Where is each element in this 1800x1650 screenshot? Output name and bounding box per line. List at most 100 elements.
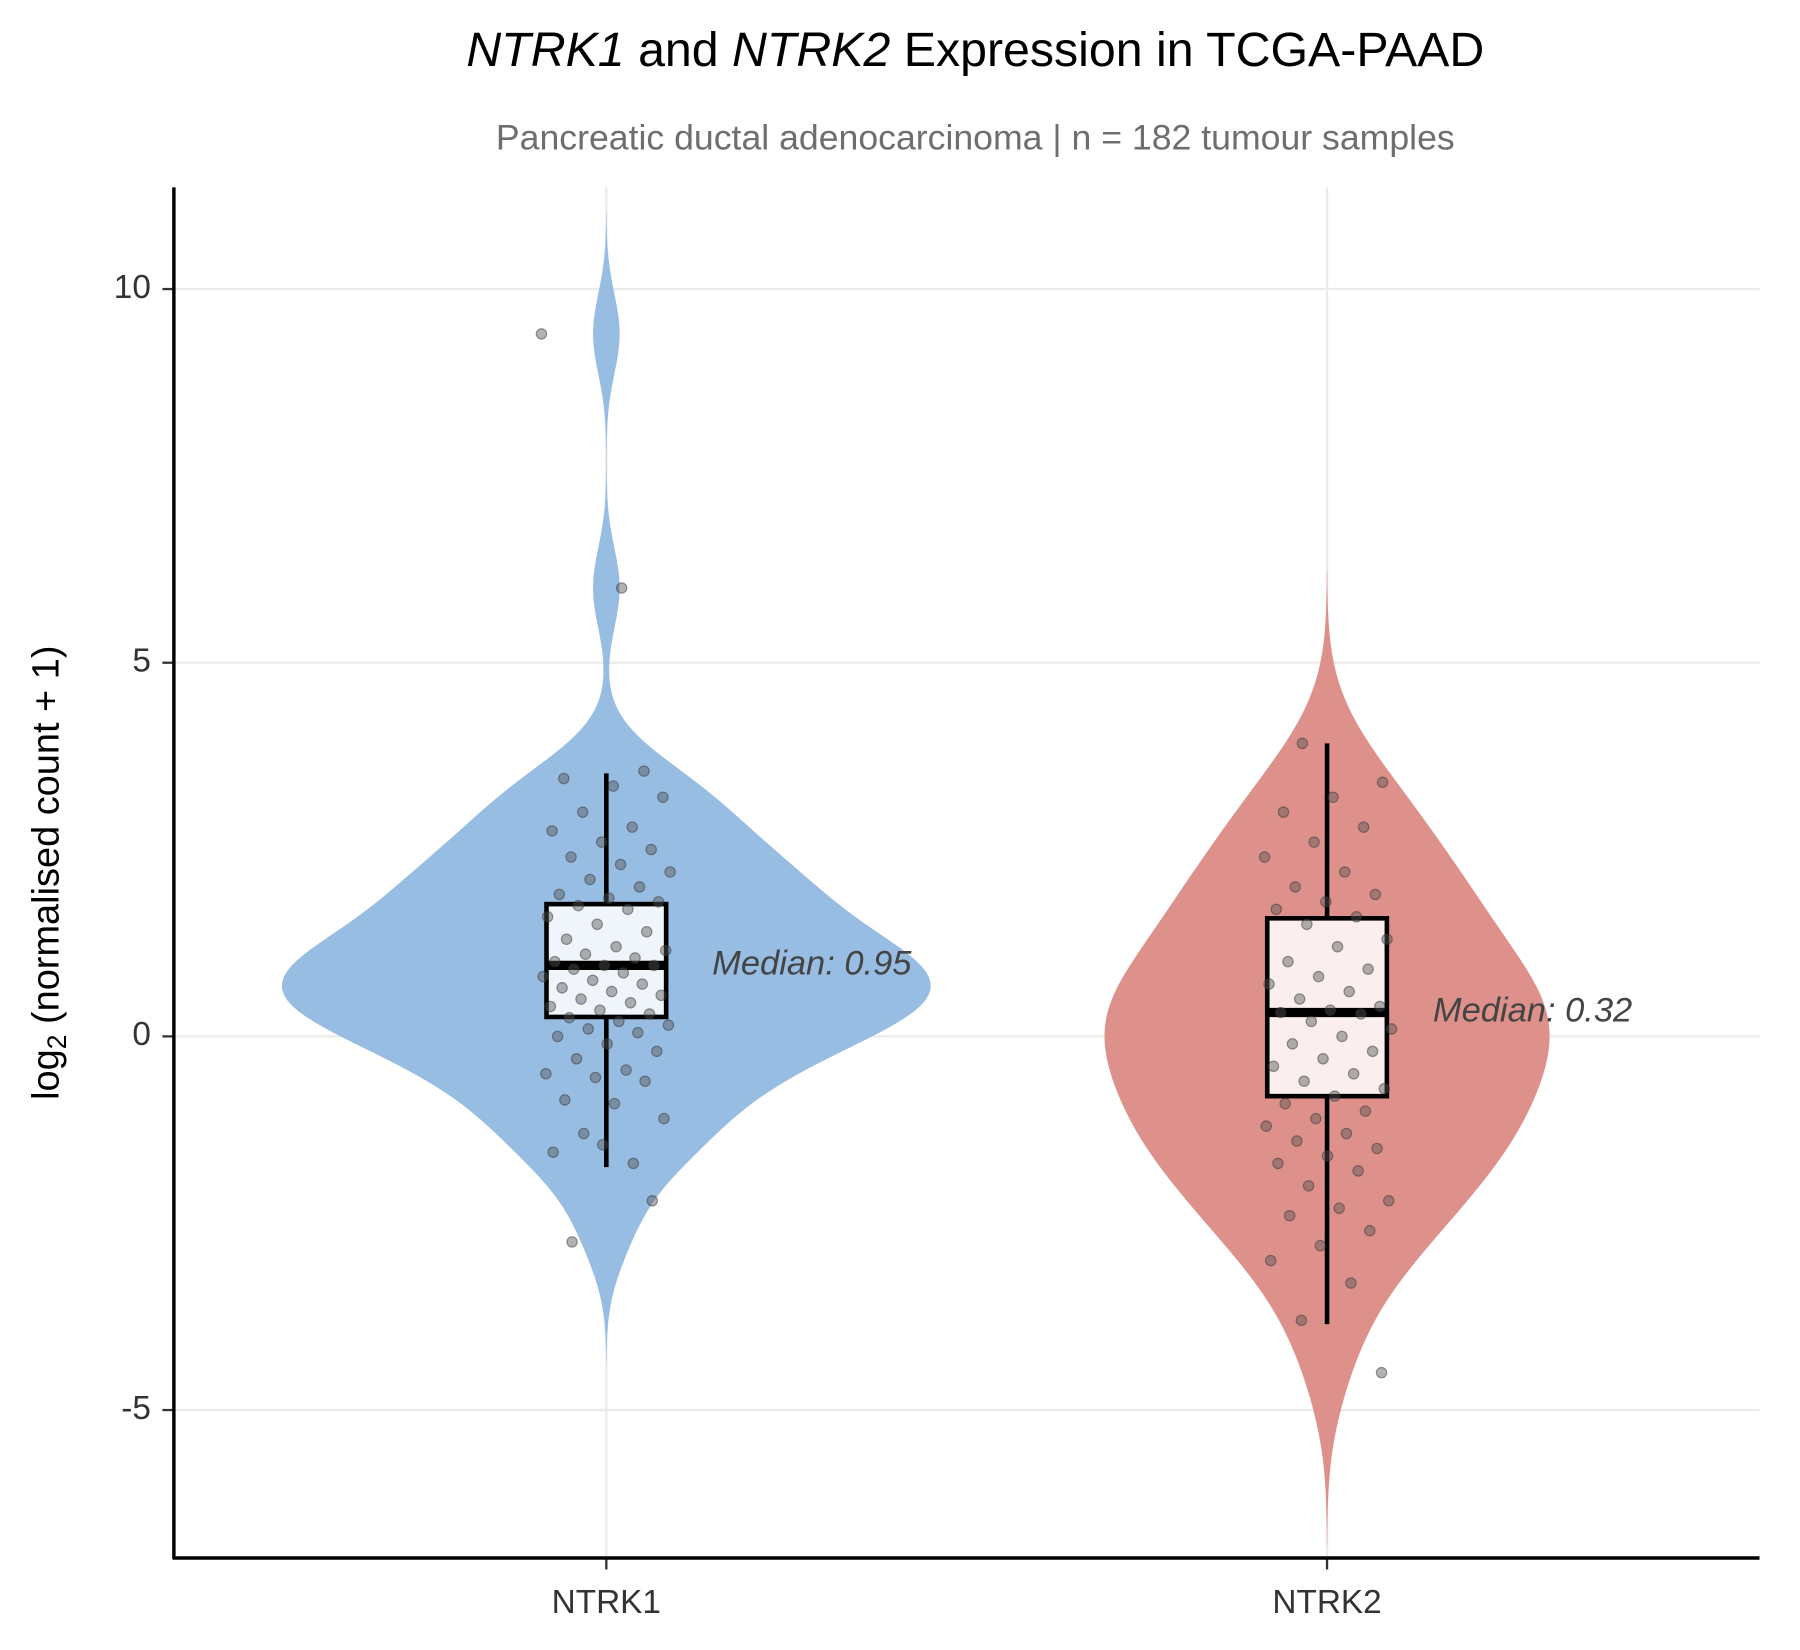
point — [1324, 1004, 1337, 1016]
point — [563, 1011, 576, 1024]
point — [1336, 1030, 1348, 1043]
point — [1378, 1082, 1391, 1095]
point — [544, 1000, 557, 1013]
point — [664, 866, 676, 878]
point — [1272, 1157, 1284, 1170]
point — [1301, 918, 1313, 931]
point — [650, 1045, 663, 1058]
point — [582, 1023, 594, 1035]
point — [1291, 1135, 1303, 1147]
point — [594, 1004, 606, 1016]
point — [1283, 1209, 1296, 1222]
point — [1340, 1127, 1353, 1140]
point — [1314, 1239, 1327, 1252]
y-tick-label: -5 — [121, 1390, 151, 1427]
box — [1264, 916, 1390, 1099]
point — [568, 963, 580, 975]
point — [1298, 1075, 1310, 1087]
point — [1267, 1060, 1280, 1073]
point — [610, 940, 622, 953]
point — [1258, 851, 1271, 863]
point — [607, 780, 620, 792]
point — [615, 582, 628, 594]
point — [658, 1112, 670, 1125]
point — [570, 1053, 583, 1065]
point — [1289, 881, 1301, 893]
point — [1374, 1000, 1386, 1013]
x-tick-label: NTRK2 — [1272, 1584, 1381, 1621]
point — [1364, 1224, 1376, 1237]
point — [1383, 1195, 1395, 1207]
point — [541, 911, 554, 923]
point — [645, 843, 657, 856]
point — [659, 944, 672, 957]
point — [643, 1008, 656, 1020]
point — [540, 1067, 552, 1080]
point — [559, 1094, 571, 1106]
point — [652, 896, 665, 908]
point — [613, 1015, 625, 1028]
point — [1263, 978, 1275, 990]
point — [1362, 963, 1374, 975]
point — [578, 1127, 590, 1140]
point — [622, 903, 634, 916]
point — [1264, 1254, 1277, 1267]
point — [1345, 1277, 1357, 1289]
point — [1347, 1067, 1360, 1080]
point — [1317, 1053, 1329, 1065]
point — [1343, 985, 1355, 998]
y-tick-label: 5 — [132, 643, 151, 680]
point — [633, 881, 646, 893]
point — [1302, 1180, 1315, 1192]
point — [1305, 1015, 1318, 1028]
point — [1270, 903, 1282, 916]
point — [584, 873, 596, 886]
point — [646, 1195, 659, 1207]
title-part: NTRK2 — [732, 23, 890, 77]
point — [614, 858, 627, 871]
point — [556, 982, 568, 994]
point — [1385, 1023, 1398, 1035]
point — [629, 952, 641, 964]
point — [640, 926, 653, 938]
title-part: NTRK1 — [466, 23, 624, 77]
point — [591, 918, 603, 931]
point — [1320, 896, 1332, 908]
point — [576, 806, 589, 818]
point — [537, 970, 549, 983]
point — [1293, 993, 1306, 1005]
point — [655, 989, 667, 1002]
point — [1308, 836, 1320, 848]
point — [1357, 821, 1370, 833]
point — [553, 888, 566, 901]
x-tick-label: NTRK1 — [552, 1584, 661, 1621]
point — [1321, 1150, 1334, 1162]
chart-title: NTRK1 and NTRK2 Expression in TCGA-PAAD — [466, 23, 1484, 77]
median-annotation: Median: 0.95 — [712, 944, 912, 982]
point — [605, 985, 618, 998]
point — [601, 1038, 613, 1050]
y-label-sub: 2 — [42, 1035, 72, 1050]
point — [638, 765, 650, 777]
point — [1274, 1006, 1287, 1019]
point — [566, 1236, 578, 1248]
y-tick-label: 0 — [132, 1016, 151, 1053]
point — [1286, 1038, 1299, 1050]
y-label-part: log — [26, 1049, 68, 1100]
point — [636, 978, 649, 990]
title-part: and — [625, 23, 732, 77]
point — [586, 974, 599, 987]
point — [549, 955, 561, 968]
point — [1376, 776, 1389, 789]
point — [1338, 866, 1351, 878]
point — [1381, 933, 1393, 945]
point — [626, 821, 639, 833]
chart-subtitle: Pancreatic ductal adenocarcinoma | n = 1… — [496, 118, 1455, 158]
point — [1375, 1366, 1388, 1379]
point — [1277, 806, 1290, 818]
point — [632, 1026, 644, 1039]
point — [572, 899, 585, 912]
point — [1328, 1090, 1341, 1102]
